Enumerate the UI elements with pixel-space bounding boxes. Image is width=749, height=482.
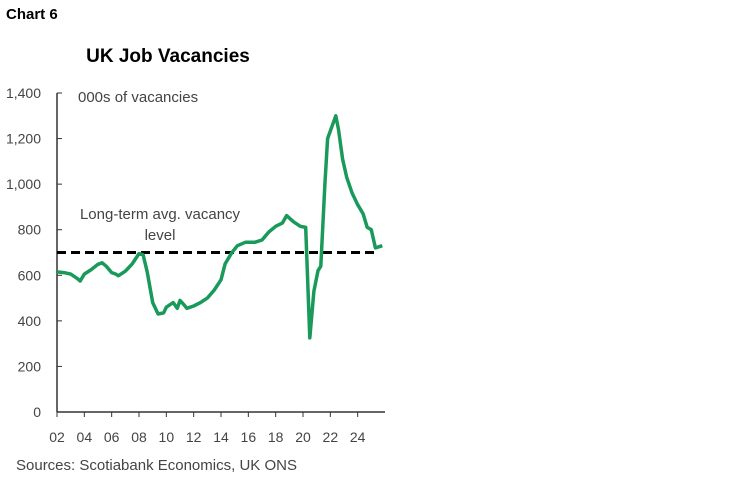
reference-line-label-line2: level xyxy=(145,227,176,244)
x-tick-label: 22 xyxy=(323,429,339,445)
x-tick-label: 24 xyxy=(350,429,366,445)
x-tick-label: 08 xyxy=(131,429,147,445)
y-tick-label: 1,200 xyxy=(6,131,41,147)
x-tick-label: 16 xyxy=(241,429,257,445)
y-tick-label: 1,000 xyxy=(6,176,41,192)
x-tick-label: 02 xyxy=(49,429,65,445)
y-tick-label: 400 xyxy=(18,313,42,329)
x-tick-label: 06 xyxy=(104,429,120,445)
source-note: Sources: Scotiabank Economics, UK ONS xyxy=(16,457,297,474)
vacancies-series-line xyxy=(56,114,383,340)
y-tick-label: 0 xyxy=(33,404,41,420)
y-tick-label: 800 xyxy=(18,222,42,238)
chart-title: UK Job Vacancies xyxy=(86,46,250,67)
y-tick-label: 200 xyxy=(18,358,42,374)
chart-number-label: Chart 6 xyxy=(6,6,58,23)
x-tick-label: 04 xyxy=(77,429,93,445)
x-tick-label: 20 xyxy=(295,429,311,445)
x-tick-label: 14 xyxy=(213,429,229,445)
x-tick-label: 12 xyxy=(186,429,202,445)
reference-line-label-line1: Long-term avg. vacancy xyxy=(80,206,241,223)
y-tick-label: 600 xyxy=(18,267,42,283)
y-axis-unit-label: 000s of vacancies xyxy=(78,89,198,106)
y-tick-label: 1,400 xyxy=(6,85,41,101)
x-tick-label: 10 xyxy=(159,429,175,445)
x-tick-label: 18 xyxy=(268,429,284,445)
